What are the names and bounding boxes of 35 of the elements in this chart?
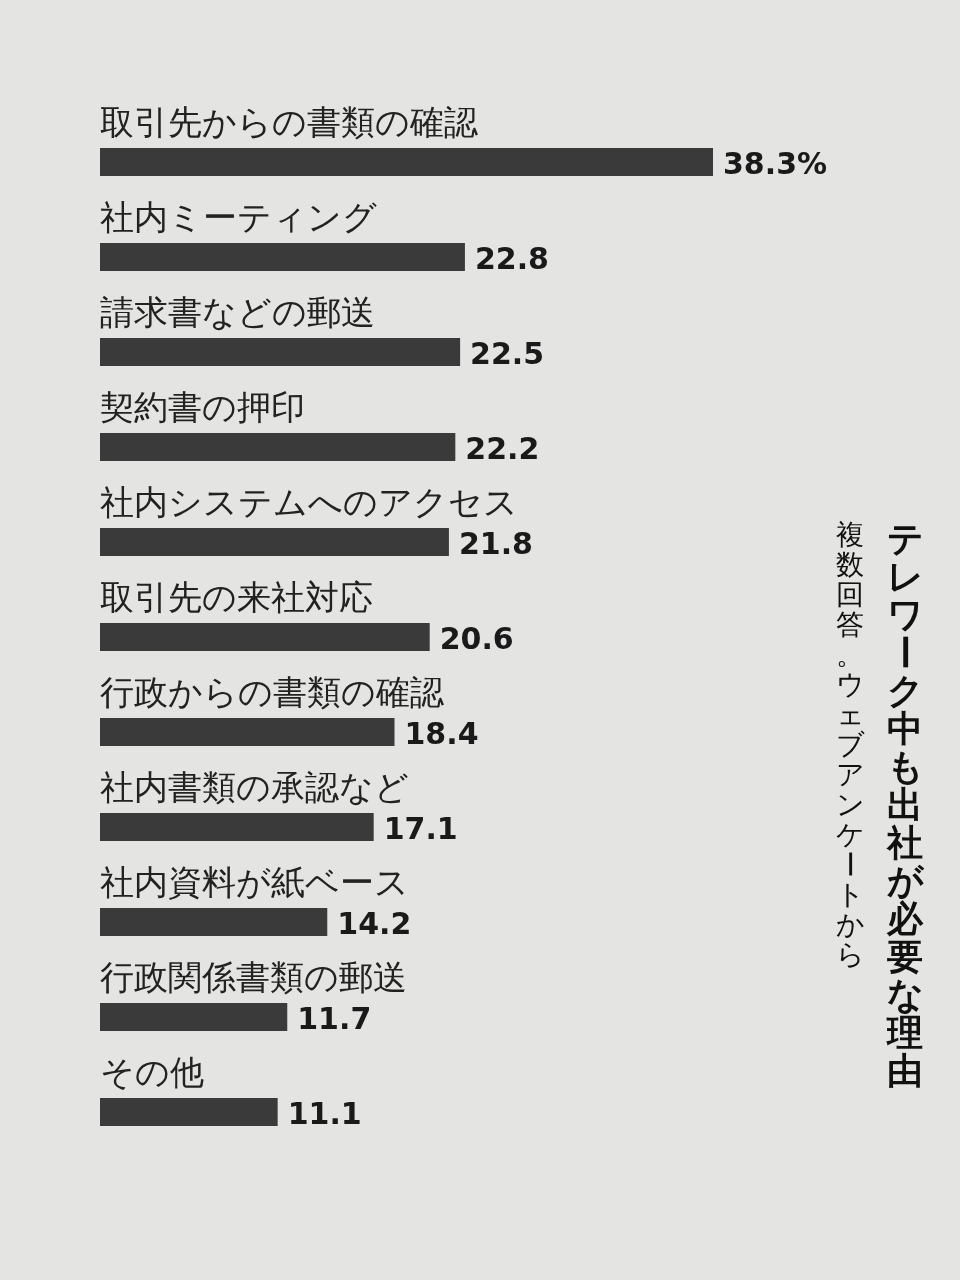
y-tick-label: 社内ミーティング [100,197,377,237]
y-tick-label: 契約書の押印 [100,387,305,427]
y-tick-label: 請求書などの郵送 [100,292,375,332]
data-label: 22.2 [465,431,540,466]
subtitle: 複数回答。ウェブアンケートから [833,517,867,971]
bar [100,908,328,936]
data-label: 20.6 [439,621,514,656]
y-tick-label: 取引先の来社対応 [100,577,373,617]
bar [100,243,465,271]
y-tick-label: 行政関係書類の郵送 [100,957,407,997]
y-tick-label: 社内資料が紙ベース [100,862,409,902]
y-tick-label: 社内書類の承認など [100,767,409,807]
bar [100,718,395,746]
data-label: 18.4 [404,716,479,751]
data-label: 11.7 [297,1001,372,1036]
y-tick-label: 行政からの書類の確認 [100,672,444,712]
data-label: 11.1 [287,1096,362,1131]
y-tick-label: 取引先からの書類の確認 [100,102,478,142]
data-label: 22.8 [474,241,549,276]
bar [100,623,430,651]
bar [100,148,713,176]
data-label: 14.2 [337,906,412,941]
title: テレワーク中も出社が必要な理由 [884,517,926,1091]
y-tick-label: その他 [100,1052,204,1092]
bar [100,1098,278,1126]
bar [100,528,449,556]
data-label: 22.5 [470,336,545,371]
bar [100,1003,288,1031]
data-label: 21.8 [458,526,533,561]
bar [100,813,374,841]
data-label: 38.3% [723,146,828,181]
data-label: 17.1 [383,811,458,846]
bar [100,338,461,366]
y-tick-label: 社内システムへのアクセス [100,482,518,522]
bar [100,433,456,461]
